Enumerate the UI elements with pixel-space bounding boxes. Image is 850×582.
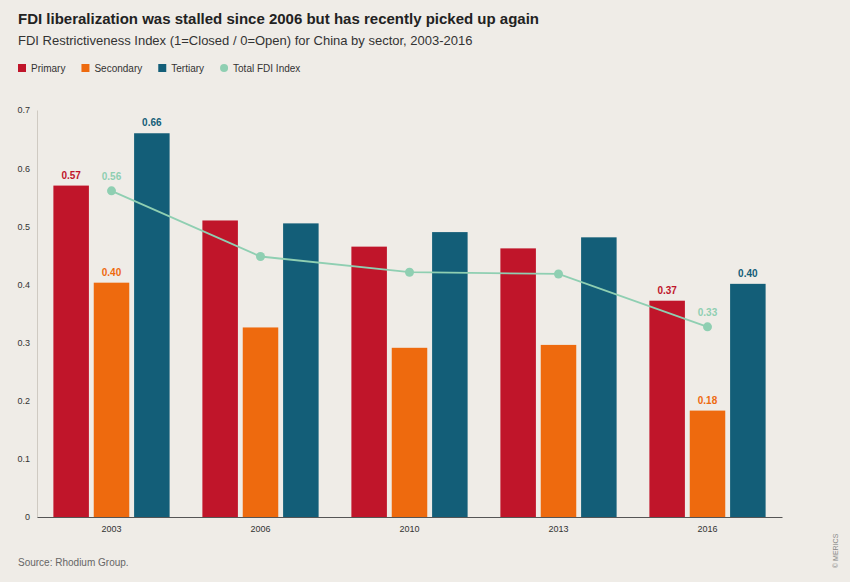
marker bbox=[554, 269, 563, 278]
x-tick: 2013 bbox=[548, 517, 568, 534]
data-label: 0.33 bbox=[698, 307, 718, 318]
y-axis-line bbox=[37, 111, 38, 518]
bar bbox=[392, 348, 428, 517]
legend-swatch bbox=[18, 64, 26, 72]
legend-label: Primary bbox=[31, 63, 65, 74]
legend-label: Tertiary bbox=[171, 63, 204, 74]
background bbox=[0, 0, 850, 582]
data-label: 0.37 bbox=[657, 285, 677, 296]
plot-area bbox=[53, 133, 765, 517]
x-tick: 2006 bbox=[250, 517, 270, 534]
credit: © MERICS bbox=[832, 533, 839, 568]
y-tick-label: 0.7 bbox=[17, 105, 30, 115]
x-tick-label: 2010 bbox=[399, 524, 419, 534]
x-tick: 2003 bbox=[101, 517, 121, 534]
bar bbox=[541, 345, 577, 517]
y-tick: 0.4 bbox=[17, 280, 37, 290]
bar bbox=[690, 411, 726, 517]
legend-label: Secondary bbox=[94, 63, 142, 74]
x-tick: 2016 bbox=[697, 517, 717, 534]
x-axis-line bbox=[38, 517, 783, 518]
bar-series bbox=[134, 133, 766, 517]
data-label: 0.56 bbox=[102, 171, 122, 182]
x-tick-label: 2016 bbox=[697, 524, 717, 534]
subtitle: FDI Restrictiveness Index (1=Closed / 0=… bbox=[18, 33, 473, 48]
y-tick: 0.6 bbox=[17, 164, 37, 174]
data-label: 0.66 bbox=[142, 117, 162, 128]
legend-item: Secondary bbox=[81, 63, 142, 74]
legend-swatch bbox=[81, 64, 89, 72]
bar bbox=[134, 133, 170, 517]
data-label: 0.40 bbox=[102, 267, 122, 278]
legend-item: Tertiary bbox=[158, 63, 204, 74]
y-tick-label: 0.2 bbox=[17, 396, 30, 406]
x-axis: 2003 2006 2010 2013 2016 bbox=[38, 517, 783, 534]
title: FDI liberalization was stalled since 200… bbox=[18, 10, 539, 27]
bar bbox=[432, 232, 468, 517]
bar bbox=[94, 283, 130, 517]
y-tick-label: 0.4 bbox=[17, 280, 30, 290]
bar bbox=[581, 237, 617, 517]
chart: FDI liberalization was stalled since 200… bbox=[0, 0, 850, 582]
x-tick-label: 2006 bbox=[250, 524, 270, 534]
marker bbox=[107, 186, 116, 195]
bar bbox=[649, 301, 685, 517]
data-label: 0.40 bbox=[738, 268, 758, 279]
y-tick: 0.1 bbox=[17, 454, 37, 464]
marker bbox=[703, 322, 712, 331]
bar bbox=[351, 247, 387, 517]
y-axis: 0 0.1 0.2 0.3 0.4 0.5 0.6 0.7 bbox=[17, 105, 37, 522]
bar bbox=[202, 220, 238, 517]
legend: Primary Secondary Tertiary Total FDI Index bbox=[18, 63, 300, 74]
data-label: 0.57 bbox=[61, 170, 81, 181]
legend-item: Total FDI Index bbox=[220, 63, 300, 74]
y-tick: 0.7 bbox=[17, 105, 37, 115]
bar bbox=[283, 223, 319, 517]
y-tick-label: 0.3 bbox=[17, 338, 30, 348]
x-tick-label: 2003 bbox=[101, 524, 121, 534]
marker bbox=[405, 268, 414, 277]
source: Source: Rhodium Group. bbox=[18, 557, 129, 568]
data-labels: 0.57 0.37 0.40 0.18 0.66 0.40 0.56 0.33 bbox=[61, 117, 758, 405]
y-tick-label: 0 bbox=[25, 512, 30, 522]
legend-item: Primary bbox=[18, 63, 65, 74]
bar bbox=[500, 248, 536, 517]
y-tick-label: 0.6 bbox=[17, 164, 30, 174]
marker bbox=[256, 252, 265, 261]
y-tick: 0.2 bbox=[17, 396, 37, 406]
data-label: 0.18 bbox=[698, 395, 718, 406]
line bbox=[112, 191, 708, 327]
y-tick: 0.3 bbox=[17, 338, 37, 348]
y-tick: 0.5 bbox=[17, 222, 37, 232]
y-tick: 0 bbox=[25, 512, 37, 522]
x-tick-label: 2013 bbox=[548, 524, 568, 534]
y-tick-label: 0.1 bbox=[17, 454, 30, 464]
legend-swatch bbox=[158, 64, 166, 72]
legend-swatch bbox=[220, 64, 228, 72]
x-tick: 2010 bbox=[399, 517, 419, 534]
line-markers bbox=[107, 186, 712, 331]
bar-series bbox=[94, 283, 726, 517]
bar bbox=[730, 284, 766, 517]
bar bbox=[243, 327, 279, 517]
legend-label: Total FDI Index bbox=[233, 63, 300, 74]
bar bbox=[53, 186, 89, 517]
y-tick-label: 0.5 bbox=[17, 222, 30, 232]
